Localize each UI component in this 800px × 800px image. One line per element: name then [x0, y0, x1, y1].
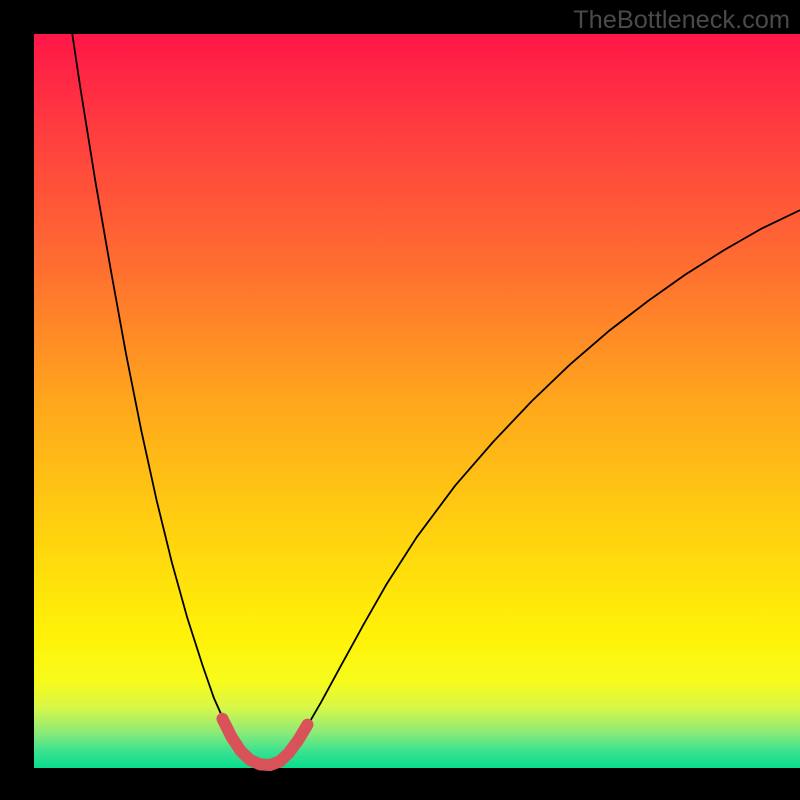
chart-svg [0, 0, 800, 800]
watermark-label: TheBottleneck.com [573, 6, 790, 35]
stage: TheBottleneck.com [0, 0, 800, 800]
plot-background-gradient [34, 34, 800, 768]
